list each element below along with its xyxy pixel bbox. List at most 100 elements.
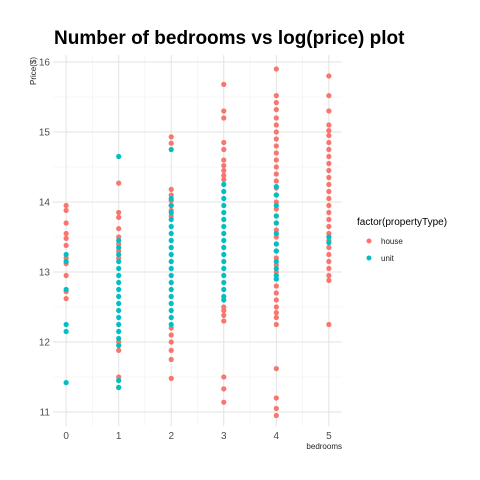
data-point-house	[168, 186, 174, 192]
data-point-house	[273, 100, 279, 106]
legend: factor(propertyType) house unit	[357, 217, 447, 263]
data-point-house	[326, 167, 332, 174]
data-point-unit	[116, 286, 122, 293]
data-point-unit	[273, 258, 279, 265]
data-point-unit	[221, 237, 227, 244]
data-point-house	[116, 347, 122, 353]
data-point-house	[221, 139, 227, 146]
data-point-house	[168, 339, 174, 345]
x-tick-label: 5	[326, 431, 332, 442]
legend-title: factor(propertyType)	[357, 217, 447, 228]
data-point-house	[221, 81, 227, 87]
data-point-unit	[168, 286, 174, 293]
data-point-house	[273, 107, 279, 113]
data-point-unit	[168, 265, 174, 272]
legend-swatch-unit	[366, 255, 372, 261]
data-point-house	[273, 136, 279, 142]
data-point-house	[326, 188, 332, 195]
x-axis-title: bedrooms	[306, 442, 342, 451]
data-point-house	[273, 297, 279, 303]
data-point-unit	[168, 216, 174, 223]
data-point-house	[326, 108, 332, 114]
x-tick-label: 4	[274, 431, 280, 442]
data-point-unit	[168, 314, 174, 321]
data-point-house	[63, 230, 69, 237]
data-point-house	[221, 108, 227, 114]
data-point-house	[326, 258, 332, 265]
data-point-house	[273, 290, 279, 296]
data-point-unit	[168, 230, 174, 237]
data-point-unit	[63, 321, 69, 328]
data-point-unit	[221, 286, 227, 293]
data-point-house	[273, 310, 279, 316]
data-point-house	[326, 181, 332, 188]
data-point-unit	[116, 377, 122, 384]
data-point-unit	[168, 244, 174, 251]
data-point-unit	[221, 258, 227, 265]
data-point-unit	[221, 230, 227, 237]
data-point-house	[63, 202, 69, 209]
data-point-house	[168, 140, 174, 146]
data-point-house	[273, 171, 279, 177]
y-tick-label: 11	[40, 408, 51, 419]
data-point-house	[168, 356, 174, 363]
data-point-unit	[326, 234, 332, 240]
data-point-house	[273, 164, 279, 170]
data-point-house	[273, 129, 279, 135]
data-point-unit	[221, 209, 227, 216]
data-point-unit	[221, 188, 227, 195]
data-point-house	[63, 235, 69, 241]
data-point-house	[326, 132, 332, 139]
data-point-house	[273, 150, 279, 156]
legend-label-house: house	[381, 237, 403, 246]
data-point-house	[221, 307, 227, 314]
data-point-house	[221, 386, 227, 392]
data-point-unit	[273, 230, 279, 237]
data-point-house	[63, 296, 69, 302]
data-point-unit	[221, 223, 227, 230]
data-point-house	[273, 283, 279, 289]
data-point-house	[221, 374, 227, 380]
data-point-unit	[273, 213, 279, 219]
y-tick-label: 16	[39, 58, 51, 69]
data-point-house	[168, 375, 174, 381]
data-point-house	[221, 312, 227, 318]
data-point-house	[116, 209, 122, 216]
data-point-unit	[63, 258, 69, 265]
data-point-house	[221, 177, 227, 183]
data-point-house	[326, 216, 332, 223]
data-point-unit	[168, 202, 174, 209]
data-point-unit	[273, 248, 279, 254]
x-tick-label: 0	[63, 431, 69, 442]
data-point-unit	[116, 342, 122, 349]
data-point-unit	[116, 279, 122, 286]
data-point-unit	[273, 265, 279, 272]
data-point-house	[221, 146, 227, 153]
data-point-unit	[168, 237, 174, 244]
data-point-unit	[116, 293, 122, 300]
data-point-unit	[221, 265, 227, 272]
data-point-house	[63, 242, 69, 248]
data-point-unit	[63, 286, 69, 293]
data-point-house	[326, 128, 332, 134]
data-point-unit	[326, 240, 332, 246]
data-point-house	[221, 157, 227, 163]
data-point-house	[273, 122, 279, 128]
data-point-house	[116, 214, 122, 220]
data-point-house	[326, 244, 332, 251]
data-point-house	[326, 122, 332, 128]
data-point-house	[168, 332, 174, 338]
data-point-unit	[168, 223, 174, 230]
data-point-unit	[273, 192, 279, 198]
data-point-unit	[116, 314, 122, 321]
data-point-house	[221, 172, 227, 178]
data-point-unit	[168, 209, 174, 216]
legend-swatch-house	[366, 238, 372, 244]
x-tick-label: 1	[116, 431, 122, 442]
data-point-house	[221, 318, 227, 324]
x-tick-label: 3	[221, 431, 227, 442]
data-point-house	[326, 277, 332, 283]
data-point-unit	[116, 244, 122, 251]
data-point-house	[326, 223, 332, 230]
